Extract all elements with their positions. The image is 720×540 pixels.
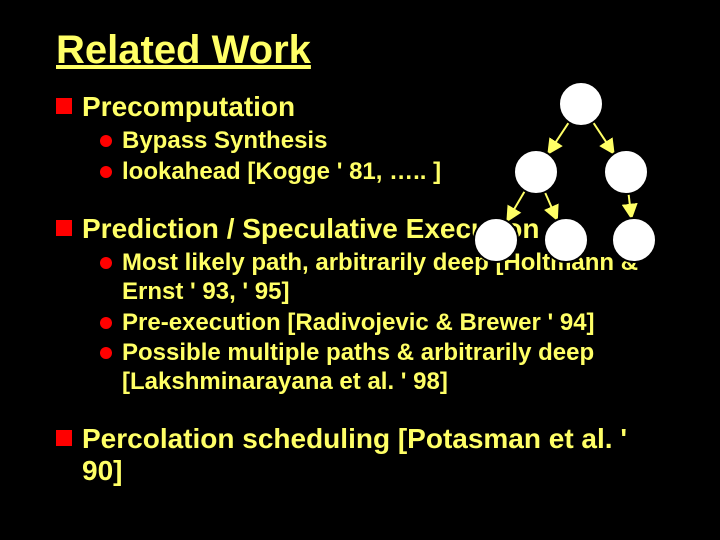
square-bullet-icon — [56, 430, 72, 446]
bullet-text: Most likely path, arbitrarily deep [Holt… — [122, 249, 672, 307]
circle-bullet-icon — [100, 166, 112, 178]
circle-bullet-icon — [100, 317, 112, 329]
bullet-item: Pre-execution [Radivojevic & Brewer ' 94… — [100, 309, 672, 338]
section-heading-text: Precomputation — [82, 91, 295, 123]
section-heading: Percolation scheduling [Potasman et al. … — [56, 423, 672, 487]
bullet-item: Most likely path, arbitrarily deep [Holt… — [100, 249, 672, 307]
circle-bullet-icon — [100, 347, 112, 359]
bullet-item: Bypass Synthesis — [100, 127, 672, 156]
square-bullet-icon — [56, 220, 72, 236]
bullet-text: Pre-execution [Radivojevic & Brewer ' 94… — [122, 309, 595, 338]
bullet-text: Bypass Synthesis — [122, 127, 327, 156]
bullet-text: lookahead [Kogge ' 81, ….. ] — [122, 158, 441, 187]
slide: Related Work Precomputation Bypass Synth… — [0, 0, 720, 540]
section-heading-text: Percolation scheduling [Potasman et al. … — [82, 423, 672, 487]
bullet-item: lookahead [Kogge ' 81, ….. ] — [100, 158, 672, 187]
circle-bullet-icon — [100, 135, 112, 147]
bullet-text: Possible multiple paths & arbitrarily de… — [122, 339, 672, 397]
square-bullet-icon — [56, 98, 72, 114]
section-heading: Precomputation — [56, 91, 672, 123]
section-heading: Prediction / Speculative Execution — [56, 213, 672, 245]
section-heading-text: Prediction / Speculative Execution — [82, 213, 539, 245]
slide-title: Related Work — [56, 28, 672, 73]
bullet-item: Possible multiple paths & arbitrarily de… — [100, 339, 672, 397]
circle-bullet-icon — [100, 257, 112, 269]
